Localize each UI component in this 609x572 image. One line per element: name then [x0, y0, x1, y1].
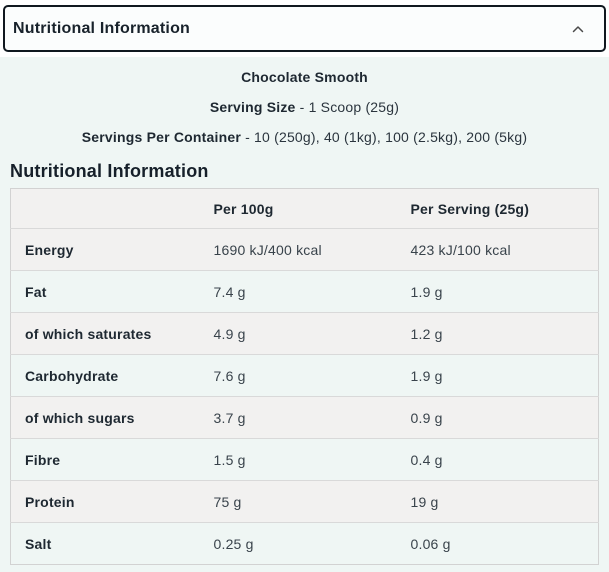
servings-per-container-value: - 10 (250g), 40 (1kg), 100 (2.5kg), 200 …	[245, 129, 528, 145]
per-100g-value: 3.7 g	[213, 409, 246, 426]
table-row: Salt 0.25 g 0.06 g	[10, 522, 599, 565]
row-label: Energy	[25, 241, 74, 258]
column-header-per-serving: Per Serving (25g)	[410, 200, 530, 217]
per-100g-value: 0.25 g	[213, 535, 254, 552]
row-label: Protein	[25, 493, 75, 510]
per-100g-value: 75 g	[213, 493, 242, 510]
row-label: Carbohydrate	[25, 367, 119, 384]
panel-title: Nutritional Information	[13, 19, 191, 37]
row-label: Fat	[25, 283, 47, 300]
nutrition-table: Per 100g Per Serving (25g) Energy 1690 k…	[10, 188, 599, 565]
table-row: of which saturates 4.9 g 1.2 g	[10, 312, 599, 355]
per-serving-value: 1.9 g	[410, 283, 443, 300]
flavour-name: Chocolate Smooth	[10, 67, 599, 87]
per-serving-value: 0.4 g	[410, 451, 443, 468]
per-serving-value: 19 g	[410, 493, 439, 510]
per-100g-value: 7.4 g	[213, 283, 246, 300]
section-heading: Nutritional Information	[10, 161, 209, 181]
serving-size-label: Serving Size	[209, 99, 296, 115]
per-100g-value: 1.5 g	[213, 451, 246, 468]
per-100g-value: 7.6 g	[213, 367, 246, 384]
chevron-up-icon	[572, 25, 584, 33]
servings-per-container-label: Servings Per Container	[81, 129, 241, 145]
column-header-per-100g: Per 100g	[213, 200, 274, 217]
per-100g-value: 4.9 g	[213, 325, 246, 342]
table-row: Fat 7.4 g 1.9 g	[10, 270, 599, 313]
row-label: of which saturates	[25, 325, 152, 342]
flavour-name-text: Chocolate Smooth	[241, 69, 368, 85]
per-serving-value: 0.9 g	[410, 409, 443, 426]
table-header-row: Per 100g Per Serving (25g)	[10, 188, 599, 229]
per-serving-value: 423 kJ/100 kcal	[410, 241, 511, 258]
serving-size-line: Serving Size - 1 Scoop (25g)	[10, 97, 599, 117]
table-row: Fibre 1.5 g 0.4 g	[10, 438, 599, 481]
table-row: Carbohydrate 7.6 g 1.9 g	[10, 354, 599, 397]
servings-per-container-line: Servings Per Container - 10 (250g), 40 (…	[10, 127, 599, 147]
serving-size-value: - 1 Scoop (25g)	[299, 99, 400, 115]
per-serving-value: 0.06 g	[410, 535, 451, 552]
row-label: Salt	[25, 535, 52, 552]
table-row: Protein 75 g 19 g	[10, 480, 599, 523]
row-label: of which sugars	[25, 409, 135, 426]
per-100g-value: 1690 kJ/400 kcal	[213, 241, 322, 258]
per-serving-value: 1.9 g	[410, 367, 443, 384]
table-row: of which sugars 3.7 g 0.9 g	[10, 396, 599, 439]
nutrition-panel-body: Chocolate Smooth Serving Size - 1 Scoop …	[0, 57, 609, 572]
row-label: Fibre	[25, 451, 61, 468]
table-row: Energy 1690 kJ/400 kcal 423 kJ/100 kcal	[10, 228, 599, 271]
column-header-nutrient	[11, 189, 214, 229]
per-serving-value: 1.2 g	[410, 325, 443, 342]
nutritional-information-accordion-header[interactable]: Nutritional Information	[3, 5, 606, 52]
